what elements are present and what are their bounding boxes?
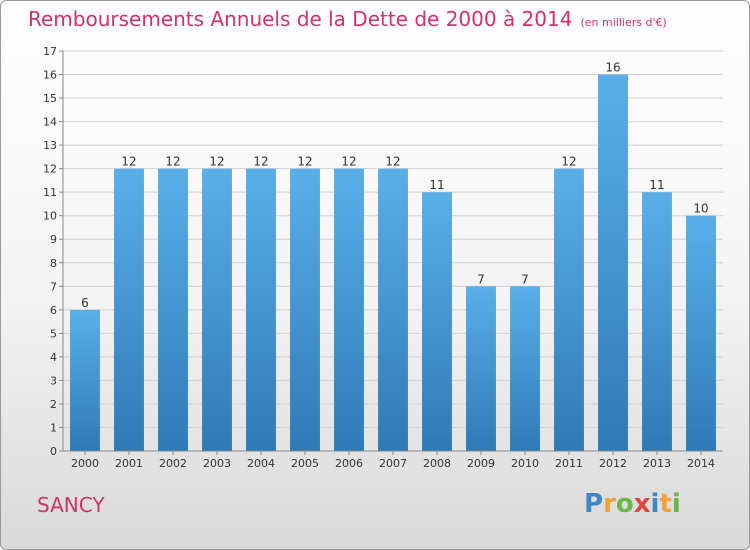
logo-letter: o	[615, 489, 634, 519]
bar	[510, 286, 540, 451]
data-label: 12	[165, 155, 180, 169]
x-tick-label: 2014	[687, 457, 715, 470]
bar	[158, 168, 188, 451]
data-label: 12	[341, 155, 356, 169]
x-tick-label: 2000	[71, 457, 99, 470]
y-tick-label: 10	[43, 210, 57, 223]
data-label: 16	[605, 61, 620, 75]
logo-letter: r	[603, 489, 616, 519]
data-label: 12	[385, 155, 400, 169]
bar	[598, 74, 628, 451]
bar	[422, 192, 452, 452]
logo-letter: i	[671, 489, 681, 519]
x-tick-label: 2009	[467, 457, 495, 470]
data-label: 12	[561, 155, 576, 169]
data-label: 7	[477, 272, 485, 286]
proxiti-logo[interactable]: Proxiti	[584, 489, 681, 519]
bar	[114, 168, 144, 451]
y-tick-label: 15	[43, 92, 57, 105]
chart-title-text: Remboursements Annuels de la Dette de 20…	[28, 7, 573, 31]
bar	[686, 215, 716, 451]
data-label: 11	[649, 178, 664, 192]
y-tick-label: 13	[43, 139, 57, 152]
y-tick-label: 3	[50, 374, 57, 387]
x-tick-label: 2012	[599, 457, 627, 470]
logo-letter: x	[633, 489, 651, 519]
data-label: 6	[81, 296, 89, 310]
y-tick-label: 1	[50, 421, 57, 434]
x-tick-label: 2001	[115, 457, 143, 470]
bar	[378, 168, 408, 451]
y-tick-label: 2	[50, 398, 57, 411]
y-tick-label: 7	[50, 280, 57, 293]
y-tick-label: 6	[50, 304, 57, 317]
bar	[466, 286, 496, 451]
logo-letter: t	[659, 489, 672, 519]
bar	[202, 168, 232, 451]
x-tick-label: 2013	[643, 457, 671, 470]
x-tick-label: 2007	[379, 457, 407, 470]
bar	[290, 168, 320, 451]
data-label: 12	[297, 155, 312, 169]
x-tick-label: 2004	[247, 457, 275, 470]
data-label: 12	[253, 155, 268, 169]
data-label: 12	[209, 155, 224, 169]
y-tick-label: 4	[50, 351, 57, 364]
y-tick-label: 9	[50, 233, 57, 246]
x-tick-label: 2002	[159, 457, 187, 470]
bar	[246, 168, 276, 451]
x-tick-label: 2010	[511, 457, 539, 470]
x-tick-label: 2005	[291, 457, 319, 470]
x-tick-label: 2011	[555, 457, 583, 470]
x-tick-label: 2008	[423, 457, 451, 470]
x-axis: 2000 2001 2002 2003 2004 2005 2006 2007 2008 2009…	[63, 450, 723, 470]
bar	[554, 168, 584, 451]
bar	[334, 168, 364, 451]
data-label: 11	[429, 178, 444, 192]
y-tick-label: 0	[50, 445, 57, 458]
commune-name: SANCY	[37, 493, 105, 517]
data-label: 10	[693, 202, 708, 216]
x-tick-label: 2003	[203, 457, 231, 470]
y-tick-label: 11	[43, 186, 57, 199]
data-label: 7	[521, 272, 529, 286]
chart-subtitle: (en milliers d'€)	[580, 16, 667, 29]
y-tick-label: 5	[50, 327, 57, 340]
y-tick-label: 17	[43, 45, 57, 58]
y-tick-label: 8	[50, 257, 57, 270]
chart-title: Remboursements Annuels de la Dette de 20…	[28, 7, 667, 31]
x-tick-label: 2006	[335, 457, 363, 470]
logo-letter: P	[584, 489, 604, 519]
bar	[70, 309, 100, 451]
y-tick-label: 12	[43, 163, 57, 176]
logo-letter: i	[650, 489, 660, 519]
bar	[642, 192, 672, 452]
bars: 6 12 12 12 12 12 12 12 11 7 7 12 16 11 10	[70, 61, 716, 452]
y-tick-label: 16	[43, 69, 57, 82]
y-tick-label: 14	[43, 116, 57, 129]
data-label: 12	[121, 155, 136, 169]
